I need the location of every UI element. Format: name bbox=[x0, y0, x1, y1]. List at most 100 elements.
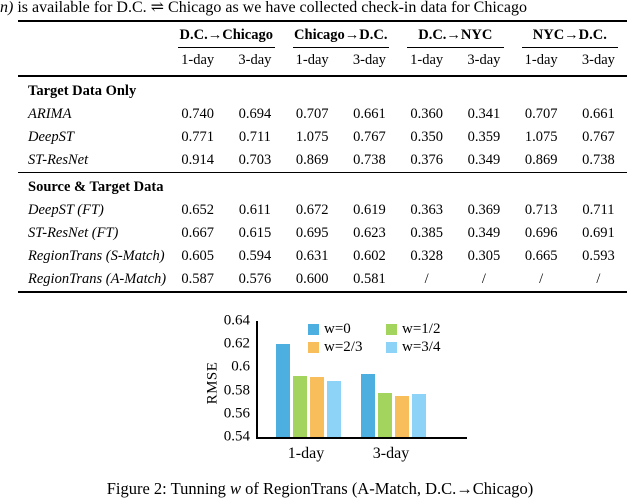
figure-caption: Figure 2: Tunning w of RegionTrans (A-Ma… bbox=[0, 479, 640, 499]
sub-header: 3-day bbox=[340, 48, 399, 77]
y-tick-label: 0.56 bbox=[223, 405, 250, 422]
cell-value: 0.713 bbox=[524, 202, 558, 218]
caption-prefix: Figure 2: Tunning bbox=[106, 479, 231, 498]
cell-value: 0.305 bbox=[467, 248, 501, 264]
cell-value: 1.075 bbox=[524, 129, 558, 145]
cell-value: 0.600 bbox=[295, 271, 329, 287]
cell-value: 0.672 bbox=[295, 202, 329, 218]
cell-value: 0.341 bbox=[467, 106, 501, 122]
section-title-row: Source & Target Data bbox=[18, 172, 628, 199]
row-label: DeepST bbox=[28, 129, 74, 145]
cell-value: / bbox=[539, 271, 544, 287]
cell-value: 0.350 bbox=[410, 129, 443, 145]
row-label: RegionTrans (S-Match) bbox=[28, 248, 165, 264]
col-group-label: D.C.→Chicago bbox=[178, 27, 275, 48]
chart-bar-1-day-w34 bbox=[326, 381, 341, 437]
plot-area: w=0 w=1/2 w=2/3 w=3/4 bbox=[256, 321, 467, 439]
section-title: Target Data Only bbox=[28, 83, 137, 99]
y-tick-label: 0.54 bbox=[223, 428, 250, 445]
cell-value: 0.349 bbox=[467, 152, 501, 168]
cell-value: 0.619 bbox=[353, 202, 386, 218]
cell-value: 0.711 bbox=[238, 129, 271, 145]
chart-bar-1-day-w12 bbox=[292, 375, 307, 437]
legend-item: w=3/4 bbox=[386, 340, 440, 355]
cell-value: / bbox=[481, 271, 486, 287]
cell-value: 0.576 bbox=[238, 271, 272, 287]
sub-header: 3-day bbox=[569, 48, 628, 77]
cell-value: 0.665 bbox=[524, 248, 558, 264]
col-group-dc-to-nyc: D.C.→NYC bbox=[398, 21, 513, 48]
cell-value: 0.623 bbox=[353, 225, 386, 241]
cell-value: 0.605 bbox=[181, 248, 214, 264]
cell-value: 0.707 bbox=[295, 106, 329, 122]
table-row: DeepST 0.771 0.711 1.075 0.767 0.350 0.359 1.07… bbox=[18, 126, 627, 149]
table-row: RegionTrans (A-Match) 0.587 0.576 0.600 0.58… bbox=[18, 268, 627, 292]
x-tick-label: 1-day bbox=[287, 445, 325, 462]
y-tick-label: 0.58 bbox=[223, 382, 250, 399]
table-row: ST-ResNet 0.914 0.703 0.869 0.738 0.376 0.349 0… bbox=[18, 149, 627, 173]
col-group-chicago-to-dc: Chicago→D.C. bbox=[284, 21, 399, 48]
table-row: DeepST (FT) 0.652 0.611 0.672 0.619 0.363 0.36… bbox=[18, 199, 627, 222]
body-text-italic-fragment: n) bbox=[0, 0, 14, 16]
cell-value: 0.707 bbox=[524, 106, 558, 122]
cell-value: 0.869 bbox=[295, 152, 329, 168]
table-group-header-row: D.C.→Chicago Chicago→D.C. D.C.→NYC NYC→D… bbox=[18, 21, 627, 48]
cell-value: 0.738 bbox=[353, 152, 386, 168]
sub-header: 1-day bbox=[169, 48, 227, 77]
row-label: ST-ResNet bbox=[28, 152, 89, 168]
sub-header: 1-day bbox=[283, 48, 341, 77]
cell-value: 0.914 bbox=[181, 152, 214, 168]
cell-value: 0.661 bbox=[582, 106, 615, 122]
table-row: ARIMA 0.740 0.694 0.707 0.661 0.360 0.341 0.707… bbox=[18, 103, 627, 126]
row-label: ST-ResNet (FT) bbox=[28, 225, 119, 241]
cell-value: 0.652 bbox=[181, 202, 214, 218]
col-group-nyc-to-dc: NYC→D.C. bbox=[513, 21, 628, 48]
y-tick-label: 0.64 bbox=[223, 312, 250, 329]
legend-swatch-icon bbox=[308, 324, 319, 335]
legend-label: w=0 bbox=[324, 321, 351, 337]
section-title: Source & Target Data bbox=[18, 172, 628, 199]
section-title-row: Target Data Only bbox=[18, 76, 627, 103]
chart-bar-3-day-w0 bbox=[360, 374, 375, 437]
cell-value: 0.694 bbox=[238, 106, 272, 122]
cell-value: 0.696 bbox=[524, 225, 558, 241]
cell-value: 0.767 bbox=[582, 129, 615, 145]
chart-bar-3-day-w34 bbox=[411, 394, 426, 437]
table-sub-header-row: 1-day 3-day 1-day 3-day 1-day 3-day 1-da… bbox=[18, 48, 628, 77]
chart-legend: w=0 w=1/2 w=2/3 w=3/4 bbox=[308, 322, 440, 355]
col-group-dc-to-chicago: D.C.→Chicago bbox=[169, 21, 284, 48]
cell-value: 0.349 bbox=[467, 225, 501, 241]
cell-value: 0.611 bbox=[238, 202, 271, 218]
y-tick-label: 0.62 bbox=[223, 335, 250, 352]
cell-value: 0.587 bbox=[181, 271, 214, 287]
legend-item: w=0 bbox=[308, 322, 386, 337]
y-axis-ticks: 0.64 0.62 0.6 0.58 0.56 0.54 bbox=[186, 313, 250, 453]
cell-value: 0.593 bbox=[582, 248, 615, 264]
table-row: ST-ResNet (FT) 0.667 0.615 0.695 0.623 0.385 0… bbox=[18, 222, 627, 245]
legend-item: w=2/3 bbox=[308, 340, 386, 355]
cell-value: 1.075 bbox=[295, 129, 329, 145]
x-axis-labels: 1-day 3-day bbox=[256, 445, 467, 465]
corner-cell bbox=[18, 21, 169, 48]
legend-item: w=1/2 bbox=[386, 322, 440, 337]
cell-value: 0.738 bbox=[582, 152, 615, 168]
cell-value: 0.602 bbox=[353, 248, 386, 264]
row-label: RegionTrans (A-Match) bbox=[28, 271, 167, 287]
cell-value: 0.667 bbox=[181, 225, 214, 241]
cell-value: 0.771 bbox=[181, 129, 214, 145]
chart-bar-3-day-w23 bbox=[394, 396, 409, 437]
results-table: D.C.→Chicago Chicago→D.C. D.C.→NYC NYC→D… bbox=[18, 20, 628, 293]
rmse-bar-chart: RMSE 0.64 0.62 0.6 0.58 0.56 0.54 w=0 w=1/2 w=2… bbox=[0, 313, 640, 465]
legend-swatch-icon bbox=[386, 342, 397, 353]
cell-value: 0.359 bbox=[467, 129, 501, 145]
sub-header: 1-day bbox=[512, 48, 570, 77]
cell-value: 0.328 bbox=[410, 248, 443, 264]
legend-label: w=1/2 bbox=[402, 321, 441, 337]
cell-value: 0.369 bbox=[467, 202, 501, 218]
table-row: RegionTrans (S-Match) 0.605 0.594 0.631 0.60… bbox=[18, 245, 627, 268]
legend-swatch-icon bbox=[308, 342, 319, 353]
cell-value: 0.767 bbox=[353, 129, 386, 145]
cell-value: 0.594 bbox=[238, 248, 272, 264]
sub-header: 1-day bbox=[398, 48, 456, 77]
cell-value: 0.695 bbox=[295, 225, 329, 241]
